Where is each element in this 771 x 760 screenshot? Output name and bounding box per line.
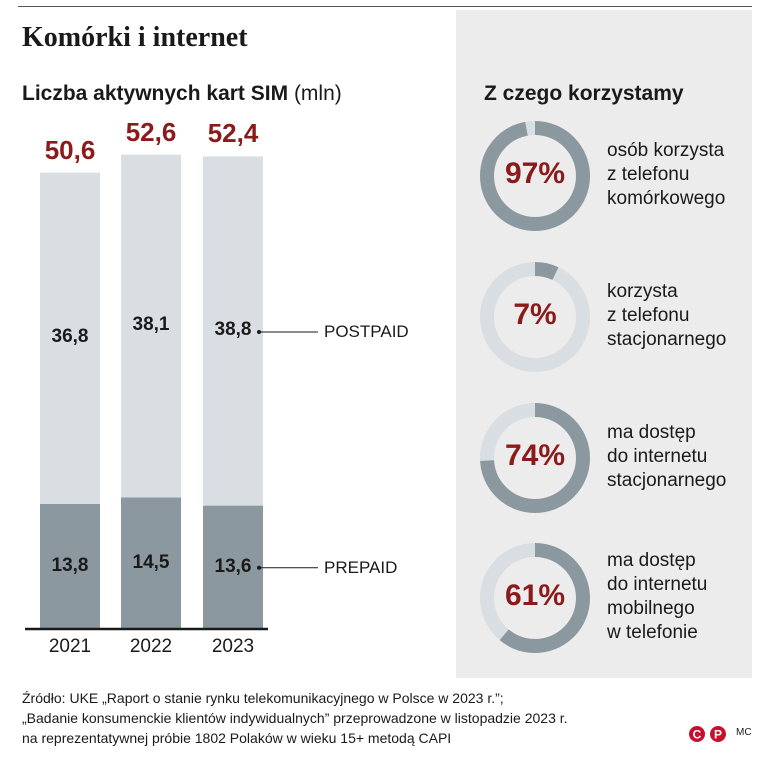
donut-item: 61% ma dostęp do internetu mobilnego w telef… [480,543,750,653]
bar-postpaid-label: 38,8 [214,319,252,340]
usage-panel-title: Z czego korzystamy [484,82,684,105]
x-tick-label: 2023 [211,636,255,657]
donut-description-line: do internetu [607,446,708,467]
svg-text:C: C [693,728,702,742]
donut-chart [480,121,590,231]
author-initials: MC [736,727,752,738]
bar-total-label: 52,4 [207,118,259,149]
bar-postpaid [40,172,100,504]
x-tick-label: 2022 [129,636,173,657]
donut-description-line: mobilnego [607,598,695,619]
donut-description-line: korzysta [607,281,678,302]
bar-postpaid [203,156,263,506]
donut-description: osób korzysta z telefonu komórkowego [607,139,757,211]
source-line-2: „Badanie konsumenckie klientów indywidua… [22,710,568,726]
bar-total-label: 52,6 [125,116,177,147]
donut-slice [480,262,590,372]
donut-slice [480,543,590,653]
page-title: Komórki i internet [22,22,248,53]
bar-prepaid [121,497,181,628]
donut-chart [480,403,590,513]
donut-description-line: komórkowego [607,188,726,209]
bar-postpaid-label: 38,1 [132,314,170,336]
donut-chart [480,262,590,372]
donut-description-line: w telefonie [607,622,698,643]
donut-item: 97% osób korzysta z telefonu komórkowego [480,121,750,231]
bar-chart-title-text: Liczba aktywnych kart SIM [22,82,289,105]
donut-description: ma dostęp do internetu stacjonarnego [607,421,757,493]
sim-cards-bar-chart [25,154,318,631]
top-rule [18,6,752,7]
bar-prepaid-label: 13,6 [214,555,252,577]
donut-percent-label: 74% [504,439,566,472]
donut-description-line: do internetu [607,574,708,595]
source-note: Źródło: UKE „Raport o stanie rynku telek… [22,688,568,748]
bar-postpaid [121,154,181,498]
donut-description-line: z telefonu [607,164,690,185]
bar-chart-title: Liczba aktywnych kart SIM (mln) [22,82,342,106]
bar-prepaid [203,505,263,628]
donut-description-line: stacjonarnego [607,470,727,491]
bar-prepaid-label: 14,5 [132,551,170,573]
x-tick-label: 2021 [48,636,92,657]
bar-postpaid-label: 36,8 [51,326,89,348]
donut-slice [480,121,590,231]
donut-percent-label: 61% [504,579,566,612]
legend-postpaid-label: POSTPAID [324,322,409,341]
donut-description: korzysta z telefonu stacjonarnego [607,280,757,352]
donut-description-line: stacjonarnego [607,329,727,350]
source-line-1: Źródło: UKE „Raport o stanie rynku telek… [22,690,504,706]
donut-percent-label: 97% [504,157,566,190]
legend-prepaid-label: PREPAID [324,557,398,577]
bar-chart-unit: (mln) [293,82,342,105]
donut-percent-label: 7% [513,298,557,331]
donut-chart [480,543,590,653]
source-line-3: na reprezentatywnej próbie 1802 Polaków … [22,730,452,746]
donut-description-line: ma dostęp [607,422,696,443]
svg-text:P: P [714,728,722,742]
publisher-logo-icon: C P [689,726,726,742]
bar-total-label: 50,6 [44,134,96,165]
donut-description-line: ma dostęp [607,550,696,571]
donut-item: 7% korzysta z telefonu stacjonarnego [480,262,750,372]
bar-prepaid-label: 13,8 [51,554,89,576]
donut-description-line: z telefonu [607,305,690,326]
donut-description: ma dostęp do internetu mobilnego w telefoni… [607,549,757,645]
donut-slice [480,403,590,513]
bar-prepaid [40,503,100,628]
donut-item: 74% ma dostęp do internetu stacjonarnego [480,403,750,513]
donut-description-line: osób korzysta [607,140,725,161]
